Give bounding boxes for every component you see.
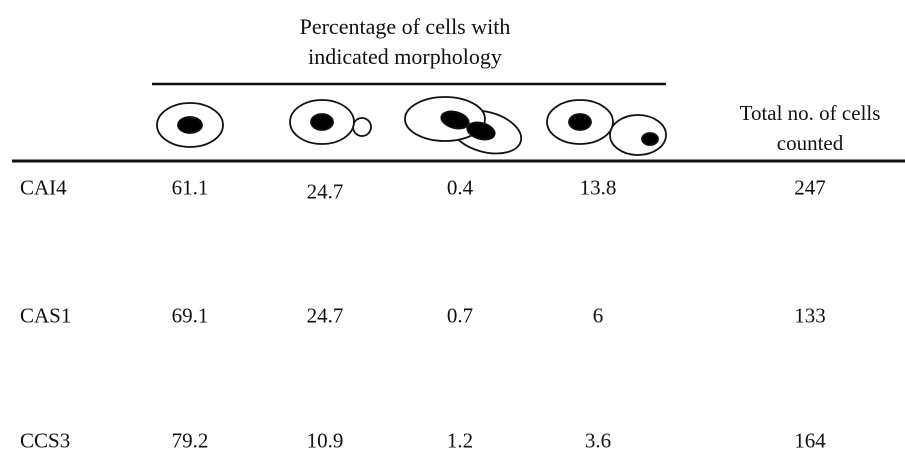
total-label: Total no. of cells counted — [739, 101, 881, 155]
table-cell: 24.7 — [306, 179, 344, 204]
table-cell: 13.8 — [579, 175, 617, 200]
icon-large-bud — [546, 99, 667, 156]
row-label: CAS1 — [20, 303, 72, 328]
icon-small-bud — [289, 99, 372, 145]
table-cell: 0.7 — [446, 303, 474, 328]
table-cell: 3.6 — [584, 428, 612, 453]
row-label: CAI4 — [20, 175, 67, 200]
table-cell: 0.4 — [446, 175, 474, 200]
table-cell: 133 — [794, 303, 826, 328]
table-cell: 24.7 — [306, 303, 344, 328]
table-cell: 247 — [794, 175, 826, 200]
table-cell: 6 — [592, 303, 604, 328]
table-cell: 79.2 — [171, 428, 209, 453]
header-title: Percentage of cells with indicated morph… — [299, 14, 511, 69]
icon-unbudded — [156, 102, 224, 148]
morphology-icons — [156, 96, 667, 156]
table-cell: 69.1 — [171, 303, 209, 328]
table-cell: 61.1 — [171, 175, 209, 200]
row-label: CCS3 — [20, 428, 71, 453]
table-cell: 1.2 — [446, 428, 474, 453]
table-cell: 10.9 — [306, 428, 344, 453]
icon-dividing-nucleus — [404, 96, 523, 155]
table-cell: 164 — [794, 428, 826, 453]
